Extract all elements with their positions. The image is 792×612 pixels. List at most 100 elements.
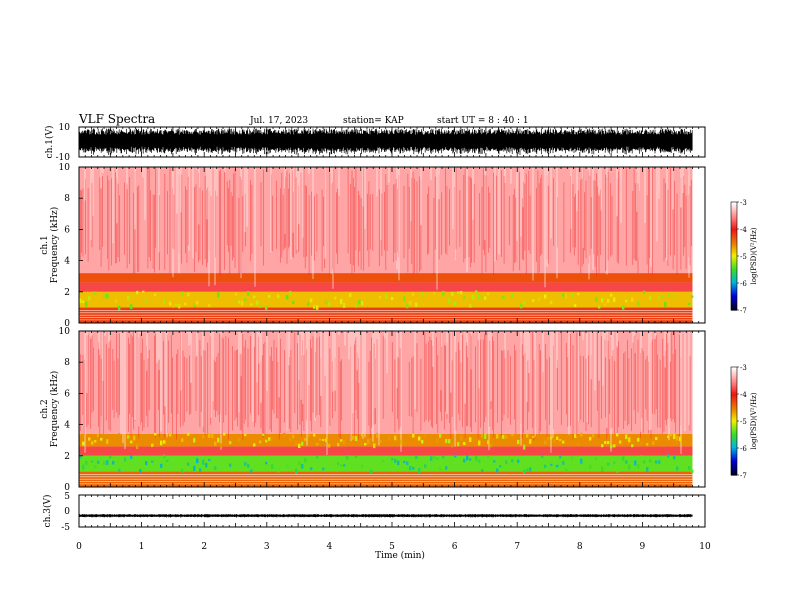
ch1-waveform-ytick-top: 10 xyxy=(59,123,71,133)
spectrogram-feature xyxy=(145,461,148,466)
spectrogram-feature xyxy=(673,294,676,298)
colorbar-swatch xyxy=(731,268,737,271)
spectrogram-feature xyxy=(493,459,496,463)
spectrogram-feature xyxy=(115,299,118,303)
colorbar-swatch xyxy=(731,455,737,458)
colorbar-swatch xyxy=(731,464,737,467)
spectrogram-feature xyxy=(295,440,298,446)
colorbar-swatch xyxy=(731,299,737,302)
spectrogram-feature xyxy=(481,469,484,472)
spectrogram-feature xyxy=(349,293,352,298)
waveform-trace xyxy=(78,128,693,155)
ch1-waveform-panel: ch.1(V) 10 -10 xyxy=(44,123,706,163)
spectrogram-feature xyxy=(436,457,439,461)
colorbar-swatch xyxy=(731,252,737,255)
spectrogram-feature xyxy=(580,432,583,437)
spectrogram-feature xyxy=(226,462,229,467)
ch3-waveform-ytick-bottom: -5 xyxy=(61,523,70,533)
spectrogram-feature xyxy=(160,440,163,446)
colorbar-label: log(PSD)(V²/Hz) xyxy=(750,392,758,449)
spectrogram-feature xyxy=(304,438,307,441)
spectrogram-feature xyxy=(247,463,250,468)
spectrogram-feature xyxy=(505,460,508,464)
colorbar-swatch xyxy=(731,223,737,226)
colorbar-swatch xyxy=(731,460,737,463)
spectrogram-feature xyxy=(571,292,574,298)
spectrogram-feature xyxy=(127,435,130,439)
spectrogram-feature xyxy=(472,295,475,300)
spectrogram-feature xyxy=(88,437,91,441)
ch1-waveform-ylabel: ch.1(V) xyxy=(44,126,55,159)
spectrogram-feature xyxy=(307,302,310,306)
x-tick-label: 6 xyxy=(452,542,458,552)
spectrogram-feature xyxy=(94,440,97,443)
spectrogram-feature xyxy=(88,296,91,301)
spectrogram-feature xyxy=(589,436,592,441)
spectrogram-feature xyxy=(490,443,493,448)
spectrogram-feature xyxy=(487,292,490,296)
spectrogram-feature xyxy=(316,442,319,446)
spectrogram-feature xyxy=(154,432,157,436)
y-tick-label: 2 xyxy=(64,288,70,298)
spectrogram-feature xyxy=(652,440,655,446)
colorbar-swatch xyxy=(731,383,737,386)
spectrogram-feature xyxy=(685,463,688,467)
spectrogram-feature xyxy=(436,438,439,443)
spectrogram-feature xyxy=(649,296,652,301)
ch1-waveform-trace xyxy=(78,128,693,155)
spectrogram-feature xyxy=(520,303,523,309)
colorbar-swatch xyxy=(731,471,737,474)
spectrogram-feature xyxy=(484,296,487,300)
spectrogram-feature xyxy=(649,459,652,463)
spectrogram-feature xyxy=(127,295,130,301)
colorbar-swatch xyxy=(731,272,737,275)
spectrogram-feature xyxy=(604,303,607,307)
x-tick-label: 1 xyxy=(139,542,145,552)
colorbar-swatch xyxy=(731,406,737,409)
spectrogram-feature xyxy=(91,460,94,463)
spectrogram-feature xyxy=(421,439,424,444)
spectrogram-feature xyxy=(187,292,190,297)
colorbar-swatch xyxy=(731,428,737,431)
colorbar-swatch xyxy=(731,431,737,435)
spectrogram-feature xyxy=(475,455,478,461)
spectrogram-feature xyxy=(265,461,268,465)
colorbar-swatch xyxy=(731,259,737,262)
spectrogram-feature xyxy=(625,299,628,303)
colorbar-swatch xyxy=(731,408,737,411)
spectrogram-feature xyxy=(409,466,412,471)
spectrogram-feature xyxy=(244,461,247,466)
spectrogram-feature xyxy=(418,467,421,473)
spectrogram-feature xyxy=(562,440,565,444)
spectrogram-band xyxy=(79,455,693,472)
spectrogram-feature xyxy=(202,434,205,439)
colorbar-swatch xyxy=(731,214,737,217)
x-tick-label: 2 xyxy=(201,542,207,552)
colorbar-swatch xyxy=(731,367,737,370)
colorbar-swatch xyxy=(731,301,737,304)
colorbar-swatch xyxy=(731,458,737,462)
colorbar-swatch xyxy=(731,415,737,418)
colorbar-swatch xyxy=(731,433,737,436)
spectrogram-feature xyxy=(277,294,280,299)
ch3-waveform-ytick-middle: 0 xyxy=(64,507,70,517)
spectrogram-feature xyxy=(463,442,466,446)
ch1-waveform-ytick-bottom: -10 xyxy=(56,153,71,163)
ch1-colorbar: -3 -4 -5 -6 -7 log(PSD)(V²/Hz) xyxy=(730,199,758,315)
x-tick-label: 4 xyxy=(327,542,333,552)
colorbar-swatch xyxy=(731,216,737,219)
spectrogram-feature xyxy=(616,469,619,473)
spectrogram-feature xyxy=(250,469,253,473)
spectrogram-feature xyxy=(103,461,106,465)
spectrogram-feature xyxy=(343,464,346,467)
spectrogram-feature xyxy=(529,439,532,444)
colorbar-swatch xyxy=(731,368,737,372)
colorbar-swatch xyxy=(731,207,737,210)
spectrogram-feature xyxy=(259,305,262,308)
spectrogram-feature xyxy=(442,455,445,459)
spectrogram-feature xyxy=(676,466,679,471)
colorbar-swatch xyxy=(731,257,737,261)
spectrogram-feature xyxy=(577,442,580,447)
spectrogram-feature xyxy=(451,443,454,448)
spectrogram-feature xyxy=(271,435,274,441)
